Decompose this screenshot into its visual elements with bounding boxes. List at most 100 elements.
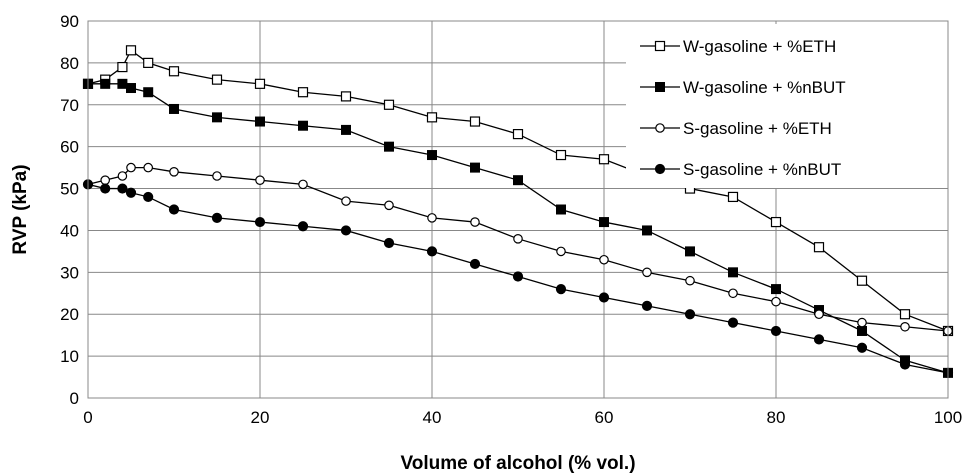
series-1 [82, 45, 954, 337]
data-point [599, 254, 609, 265]
data-point [814, 309, 824, 320]
data-point [298, 179, 308, 190]
y-tick-label: 0 [70, 389, 79, 408]
data-point [728, 267, 738, 278]
y-tick-label: 90 [60, 12, 79, 31]
data-point [813, 334, 825, 345]
data-point [341, 124, 351, 135]
data-point [770, 216, 782, 228]
data-point [125, 187, 137, 198]
legend-item: W-gasoline + %nBUT [640, 78, 846, 97]
y-tick-label: 50 [60, 180, 79, 199]
legend-item: W-gasoline + %ETH [640, 37, 836, 56]
x-tick-label: 20 [251, 408, 270, 427]
x-tick-label: 40 [423, 408, 442, 427]
data-point [426, 246, 438, 257]
data-point [143, 57, 154, 68]
data-point [727, 317, 739, 328]
data-point [255, 175, 265, 185]
data-point [512, 129, 524, 140]
data-point [556, 204, 566, 215]
data-point [470, 162, 480, 173]
data-point [117, 61, 128, 73]
data-point [384, 200, 394, 211]
data-point [427, 213, 437, 223]
x-tick-label: 0 [83, 408, 92, 427]
data-point [125, 45, 137, 56]
data-point [255, 116, 265, 127]
data-point [297, 221, 309, 232]
axis-tick-labels: 0 10 20 30 40 50 60 70 80 90 0 20 40 60 80 100 [60, 12, 962, 427]
y-tick-label: 70 [60, 96, 79, 115]
data-point [771, 284, 781, 295]
data-point [684, 309, 696, 320]
data-point [770, 325, 782, 337]
data-point [426, 112, 438, 123]
data-point [900, 321, 910, 332]
y-tick-label: 40 [60, 221, 79, 240]
plot-series [82, 45, 954, 378]
data-point [212, 171, 222, 181]
data-point [297, 87, 309, 98]
data-point [254, 216, 266, 228]
y-tick-label: 60 [60, 138, 79, 157]
data-point [513, 175, 523, 186]
data-point [117, 171, 128, 181]
data-point [143, 162, 153, 173]
data-point [813, 242, 825, 253]
data-point [469, 258, 481, 270]
data-point [117, 183, 128, 194]
data-point [298, 120, 308, 131]
data-point [856, 275, 868, 286]
y-tick-label: 80 [60, 54, 79, 73]
data-point [556, 246, 566, 257]
data-point [555, 283, 567, 295]
data-point [168, 204, 180, 215]
data-point [727, 191, 739, 203]
legend-background [626, 24, 954, 188]
data-point [100, 175, 110, 185]
data-point [168, 66, 180, 77]
data-point [383, 237, 395, 249]
data-point [642, 267, 652, 278]
data-point [100, 183, 111, 194]
data-point [169, 103, 179, 114]
data-point [470, 217, 480, 227]
legend-item: S-gasoline + %ETH [640, 119, 832, 138]
series-3 [83, 162, 953, 336]
data-point [212, 112, 222, 123]
data-point [555, 149, 567, 161]
data-point [899, 309, 911, 320]
data-point [143, 87, 154, 98]
series-4 [82, 179, 954, 378]
data-point [254, 78, 266, 89]
legend-label: W-gasoline + %ETH [683, 37, 836, 56]
y-axis-title: RVP (kPa) [10, 164, 31, 254]
data-point [100, 78, 111, 89]
data-point [771, 296, 781, 307]
data-point [728, 288, 738, 299]
y-tick-label: 20 [60, 305, 79, 324]
data-point [143, 191, 154, 203]
data-point [599, 217, 609, 228]
data-point [513, 234, 523, 244]
legend-marker [654, 163, 666, 175]
data-point [211, 74, 223, 85]
legend-label: S-gasoline + %nBUT [683, 160, 841, 179]
data-point [340, 91, 352, 102]
data-point [856, 342, 868, 353]
data-point [598, 292, 610, 303]
data-point [383, 99, 395, 110]
data-point [899, 359, 911, 370]
data-point [384, 141, 394, 152]
legend-marker [655, 123, 665, 133]
data-point [685, 246, 695, 257]
legend-label: W-gasoline + %nBUT [683, 78, 846, 97]
data-point [341, 196, 351, 206]
legend-label: S-gasoline + %ETH [683, 119, 832, 138]
y-tick-label: 30 [60, 263, 79, 282]
data-point [469, 116, 481, 127]
data-point [512, 271, 524, 282]
data-point [857, 325, 867, 336]
